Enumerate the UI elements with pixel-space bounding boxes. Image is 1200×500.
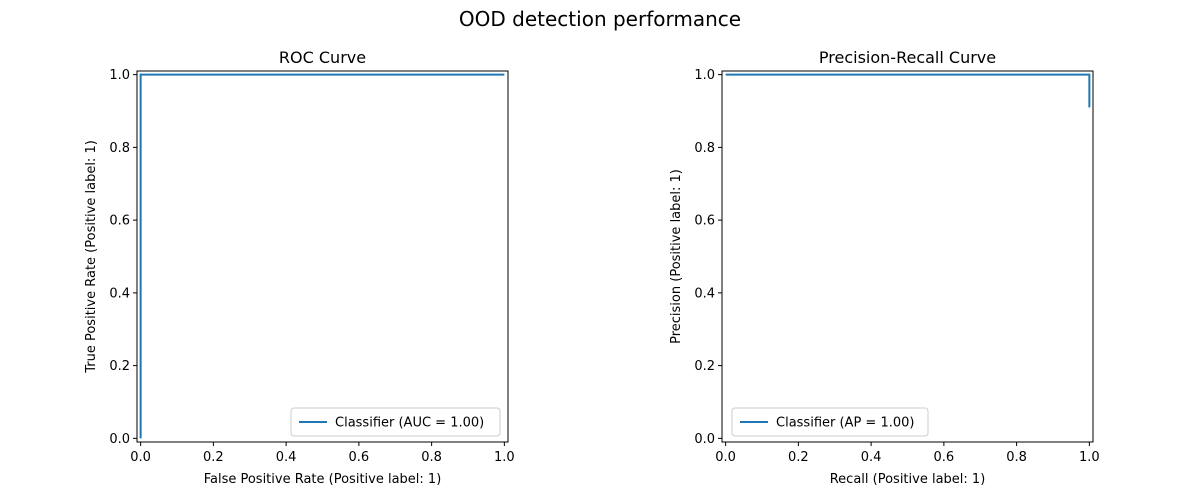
x-tick-label: 0.6	[934, 450, 955, 465]
y-axis-label: Precision (Positive label: 1)	[669, 169, 684, 344]
legend: Classifier (AUC = 1.00)	[290, 407, 501, 437]
plot-frame	[136, 70, 509, 443]
y-tick-label: 0.8	[109, 141, 130, 156]
y-tick-label: 0.6	[694, 214, 715, 229]
axes-layer: ROC Curve 0.0 0.2 0.4 0.6 0.8 1.0 0.0 0.2 0.4 0.6 0…	[84, 48, 1100, 487]
x-tick-label: 0.2	[788, 450, 809, 465]
legend-label: Classifier (AP = 1.00)	[776, 416, 914, 431]
y-tick-label: 0.0	[694, 432, 715, 447]
x-tick-label: 0.2	[203, 450, 224, 465]
x-tick-label: 0.8	[1006, 450, 1027, 465]
legend: Classifier (AP = 1.00)	[731, 407, 929, 437]
plot-frame	[721, 70, 1094, 443]
y-tick-label: 0.2	[694, 359, 715, 374]
legend-box	[290, 407, 501, 437]
x-tick-label: 0.0	[715, 450, 736, 465]
legend-label: Classifier (AUC = 1.00)	[335, 416, 484, 431]
y-tick-label: 0.2	[109, 359, 130, 374]
x-tick-label: 0.8	[421, 450, 442, 465]
x-tick-label: 0.4	[276, 450, 297, 465]
x-axis-label: Recall (Positive label: 1)	[830, 472, 986, 487]
series-line-1	[139, 73, 505, 439]
chart-title: Precision-Recall Curve	[819, 48, 996, 67]
chart-title: ROC Curve	[279, 48, 366, 67]
legend-box	[731, 407, 929, 437]
y-tick-label: 0.0	[109, 432, 130, 447]
y-tick-label: 0.8	[694, 141, 715, 156]
x-axis-label: False Positive Rate (Positive label: 1)	[204, 472, 442, 487]
figure-suptitle: OOD detection performance	[459, 7, 741, 31]
y-tick-label: 0.4	[694, 286, 715, 301]
y-tick-label: 1.0	[694, 68, 715, 83]
chart-panel-1: ROC Curve 0.0 0.2 0.4 0.6 0.8 1.0 0.0 0.2 0.4 0.6 0…	[84, 48, 515, 487]
x-tick-label: 0.0	[130, 450, 151, 465]
series-line-1	[725, 73, 1091, 108]
x-tick-label: 1.0	[494, 450, 515, 465]
y-tick-label: 1.0	[109, 68, 130, 83]
x-tick-label: 1.0	[1079, 450, 1100, 465]
y-axis-label: True Positive Rate (Positive label: 1)	[84, 140, 99, 374]
x-tick-label: 0.6	[349, 450, 370, 465]
y-tick-label: 0.4	[109, 286, 130, 301]
x-tick-label: 0.4	[861, 450, 882, 465]
chart-panel-2: Precision-Recall Curve 0.0 0.2 0.4 0.6 0.8 1.0…	[669, 48, 1100, 487]
y-tick-label: 0.6	[109, 214, 130, 229]
